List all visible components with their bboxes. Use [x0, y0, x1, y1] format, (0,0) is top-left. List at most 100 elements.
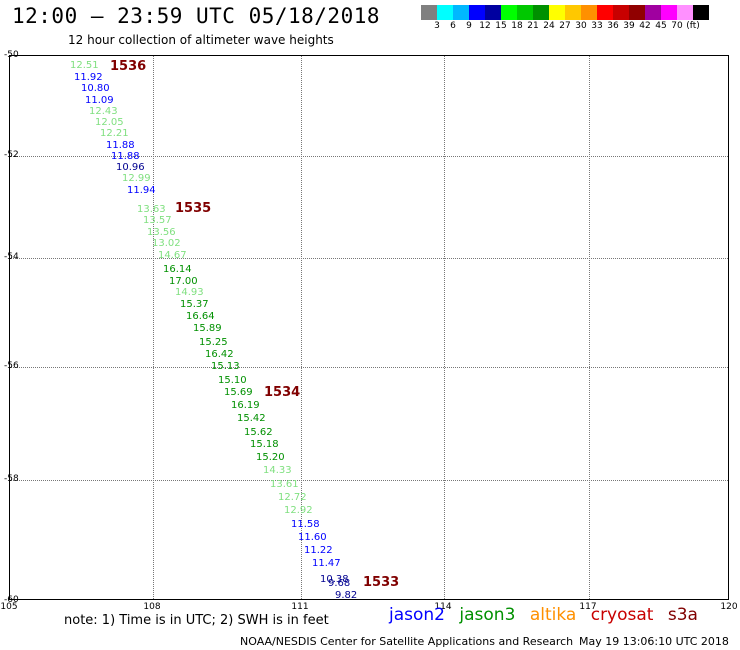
credit-timestamp: May 19 13:06:10 UTC 2018 [579, 635, 729, 648]
scale-label: 21 [527, 21, 539, 31]
scale-label: 30 [575, 21, 587, 31]
wave-height-value: 13.57 [143, 215, 172, 226]
wave-height-value: 12.99 [122, 173, 151, 184]
page-title: 12:00 – 23:59 UTC 05/18/2018 [12, 4, 381, 28]
wave-height-value: 13.56 [147, 227, 176, 238]
scale-swatch [437, 5, 453, 20]
scale-label: (ft) [686, 21, 700, 31]
scale-swatch [613, 5, 629, 20]
wave-height-value: 15.10 [218, 375, 247, 386]
legend-cryosat: cryosat [590, 605, 654, 625]
scale-swatch [485, 5, 501, 20]
wave-height-value: 12.21 [100, 128, 129, 139]
wave-height-value: 10.80 [81, 83, 110, 94]
legend-s3a: s3a [667, 605, 698, 625]
x-tick-label: 108 [143, 602, 161, 612]
wave-height-value: 11.09 [85, 95, 114, 106]
x-tick-label: 111 [291, 602, 309, 612]
wave-height-value: 12.72 [278, 492, 307, 503]
scale-label: 18 [511, 21, 523, 31]
grid-line-vertical [301, 56, 302, 599]
wave-height-value: 14.67 [158, 250, 187, 261]
scale-label: 12 [479, 21, 491, 31]
wave-height-value: 11.88 [106, 140, 135, 151]
color-scale-bar [421, 5, 709, 20]
wave-height-value: 13.02 [152, 238, 181, 249]
wave-height-value: 16.14 [163, 264, 192, 275]
scale-swatch [565, 5, 581, 20]
scale-label: 6 [450, 21, 456, 31]
wave-height-value: 16.64 [186, 311, 215, 322]
scale-label: 45 [655, 21, 667, 31]
scale-label: 39 [623, 21, 635, 31]
y-tick-label: -60 [4, 595, 19, 605]
orbit-number-label: 1533 [363, 575, 400, 590]
wave-height-value: 11.47 [312, 558, 341, 569]
legend-altika: altika [529, 605, 577, 625]
wave-height-value: 12.43 [89, 106, 118, 117]
orbit-number-label: 1534 [264, 385, 301, 400]
wave-height-value: 15.37 [180, 299, 209, 310]
grid-line-horizontal [10, 367, 728, 368]
scale-swatch [581, 5, 597, 20]
x-tick-label: 120 [720, 602, 738, 612]
grid-line-vertical [153, 56, 154, 599]
y-tick-label: -52 [4, 150, 19, 160]
y-tick-label: -58 [4, 474, 19, 484]
scale-label: 36 [607, 21, 619, 31]
wave-height-value: 14.93 [175, 287, 204, 298]
scale-swatch [453, 5, 469, 20]
wave-height-value: 16.19 [231, 400, 260, 411]
scale-swatch [517, 5, 533, 20]
wave-height-value: 11.94 [127, 185, 156, 196]
scale-swatch [469, 5, 485, 20]
wave-height-value: 11.22 [304, 545, 333, 556]
x-tick-label: 114 [434, 602, 452, 612]
grid-line-horizontal [10, 480, 728, 481]
scale-label: 9 [466, 21, 472, 31]
scale-swatch [645, 5, 661, 20]
orbit-number-label: 1535 [175, 201, 212, 216]
scale-swatch [501, 5, 517, 20]
wave-height-value: 10.96 [116, 162, 145, 173]
grid-line-horizontal [10, 258, 728, 259]
orbit-number-label: 1536 [110, 59, 147, 74]
wave-height-value: 15.42 [237, 413, 266, 424]
page-subtitle: 12 hour collection of altimeter wave hei… [68, 33, 334, 47]
wave-height-value: 12.51 [70, 60, 99, 71]
scale-swatch [421, 5, 437, 20]
y-tick-label: -54 [4, 252, 19, 262]
scale-label: 15 [495, 21, 507, 31]
x-tick-label: 117 [579, 602, 597, 612]
scale-swatch [533, 5, 549, 20]
scale-label: 3 [434, 21, 440, 31]
scale-label: 33 [591, 21, 603, 31]
wave-height-value: 15.69 [224, 387, 253, 398]
units-note: note: 1) Time is in UTC; 2) SWH is in fe… [64, 613, 329, 628]
y-tick-label: -56 [4, 361, 19, 371]
wave-height-value: 13.61 [270, 479, 299, 490]
y-tick-label: -50 [4, 50, 19, 60]
legend-jason3: jason3 [459, 605, 516, 625]
wave-height-value: 15.20 [256, 452, 285, 463]
wave-height-value: 15.62 [244, 427, 273, 438]
wave-height-value: 11.88 [111, 151, 140, 162]
wave-height-value: 15.13 [211, 361, 240, 372]
legend-jason2: jason2 [389, 605, 445, 625]
wave-height-value: 12.92 [284, 505, 313, 516]
x-tick-label: 105 [0, 602, 18, 612]
scale-swatch [549, 5, 565, 20]
map-area [9, 55, 729, 600]
wave-height-value: 17.00 [169, 276, 198, 287]
grid-line-vertical [444, 56, 445, 599]
wave-height-value: 11.58 [291, 519, 320, 530]
scale-label: 42 [639, 21, 651, 31]
wave-height-value: 15.18 [250, 439, 279, 450]
wave-height-value: 9.68 [328, 578, 351, 589]
wave-height-value: 11.60 [298, 532, 327, 543]
wave-height-value: 13.63 [137, 204, 166, 215]
scale-swatch [629, 5, 645, 20]
scale-label: 24 [543, 21, 555, 31]
grid-line-horizontal [10, 156, 728, 157]
scale-swatch [661, 5, 677, 20]
